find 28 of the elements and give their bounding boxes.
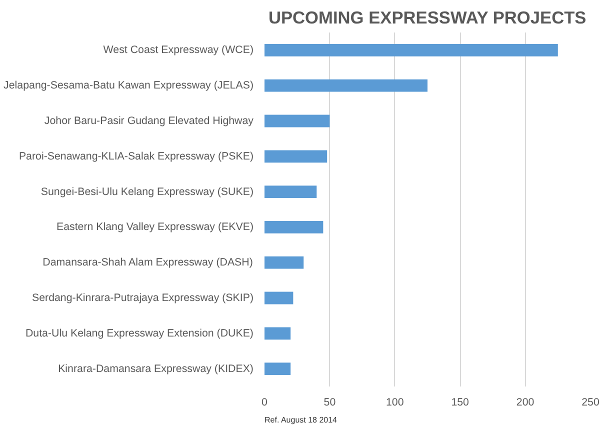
y-tick-label: Sungei-Besi-Ulu Kelang Expressway (SUKE) [40, 186, 254, 198]
y-tick-label: Paroi-Senawang-KLIA-Salak Expressway (PSKE) [18, 150, 254, 162]
bar [264, 327, 291, 340]
bar [264, 79, 428, 92]
x-tick-label: 250 [582, 396, 600, 408]
y-tick-label: Johor Baru-Pasir Gudang Elevated Highway [44, 115, 254, 127]
y-tick-label: Jelapang-Sesama-Batu Kawan Expressway (JELAS) [4, 80, 254, 92]
y-tick-label: Kinrara-Damansara Expressway (KIDEX) [58, 362, 254, 375]
x-tick-label: 0 [262, 396, 268, 408]
bar [264, 362, 291, 375]
bar [264, 256, 304, 269]
y-tick-label: West Coast Expressway (WCE) [103, 44, 254, 56]
chart-title: UPCOMING EXPRESSWAY PROJECTS [268, 8, 586, 28]
y-tick-label: Serdang-Kinrara-Putrajaya Expressway (SKIP) [32, 292, 254, 304]
y-tick-label: Eastern Klang Valley Expressway (EKVE) [56, 221, 254, 234]
y-tick-label: Damansara-Shah Alam Expressway (DASH) [42, 256, 253, 269]
y-tick-label: Duta-Ulu Kelang Expressway Extension (DUKE) [25, 327, 254, 340]
x-tick-label: 150 [451, 396, 470, 408]
bar [264, 150, 328, 163]
bar [264, 114, 330, 128]
x-tick-label: 100 [386, 396, 404, 408]
bar [264, 44, 558, 56]
bar [264, 292, 294, 304]
text: Ref. August 18 2014 [264, 416, 338, 424]
bar [264, 221, 324, 234]
x-tick-label: 50 [324, 396, 336, 408]
bar [264, 186, 317, 198]
x-tick-label: 200 [516, 396, 534, 408]
